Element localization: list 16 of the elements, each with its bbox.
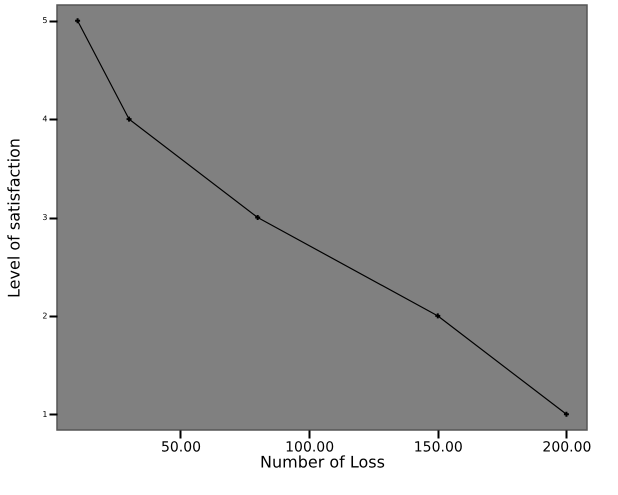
y-tick-label: 3 xyxy=(42,213,48,222)
y-tick-label: 1 xyxy=(42,410,48,419)
point xyxy=(75,18,80,24)
point xyxy=(564,412,569,417)
x-axis-title: Number of Loss xyxy=(260,452,385,472)
point xyxy=(255,215,260,220)
x-tick-label: 50.00 xyxy=(160,440,202,456)
x-tick-label: 150.00 xyxy=(414,440,463,456)
x-tick-label: 200.00 xyxy=(542,440,592,456)
y-tick-label: 5 xyxy=(42,16,48,26)
x-tick-label: 100.00 xyxy=(285,440,334,456)
point xyxy=(126,116,132,122)
point xyxy=(435,313,440,318)
y-tick-label: 2 xyxy=(42,311,48,320)
y-tick-label: 4 xyxy=(42,114,48,124)
y-axis-title: Level of satisfaction xyxy=(4,138,24,298)
